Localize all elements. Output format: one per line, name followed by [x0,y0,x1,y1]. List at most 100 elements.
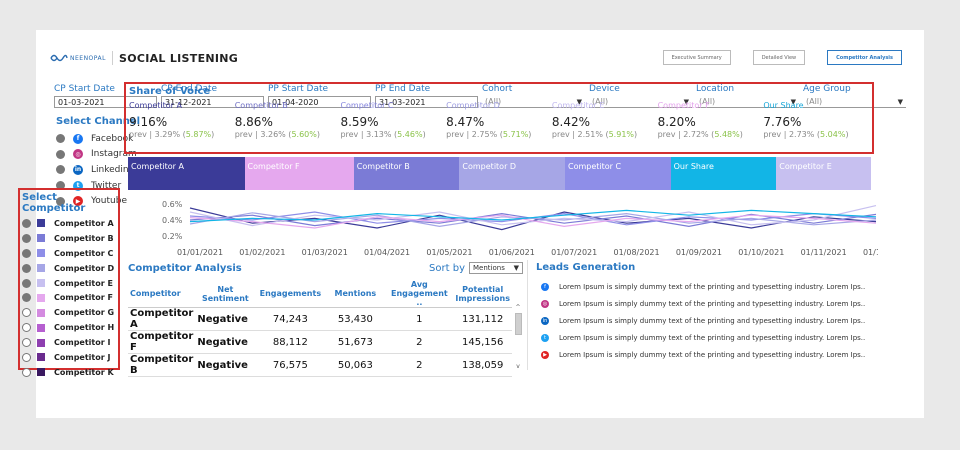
table-row[interactable]: Competitor F Negative 88,112 51,673 2 145,156 [128,330,512,354]
sov-prev: prev | 3.13% (5.46%) [340,130,446,139]
competitor-toggle[interactable] [22,263,31,273]
filter-7: Age Group (All) ▼ [803,84,910,108]
filter-input[interactable]: (All) ▼ [589,96,692,108]
strip-segment[interactable]: Competitor F [244,157,354,190]
x-tick-label: 01/07/2021 [551,248,597,256]
competitor-item[interactable]: Competitor D [22,261,116,276]
filter-input[interactable]: (All) ▼ [696,96,799,108]
filter-input[interactable]: 01-04-2020 [268,96,371,108]
youtube-icon: ▶ [541,350,549,359]
table-row[interactable]: Competitor B Negative 76,575 50,063 2 138,059 [128,353,512,377]
column-header[interactable]: Mentions [325,280,386,308]
filter-input[interactable]: 01-03-2021 [54,96,157,108]
lead-text: Lorem Ipsum is simply dummy text of the … [559,282,866,291]
competitor-toggle[interactable] [22,308,31,318]
competitor-item[interactable]: Competitor A [22,216,116,231]
lead-item[interactable]: ▶ Lorem Ipsum is simply dummy text of the… [536,346,873,363]
x-tick-label: 01/10/2021 [738,248,784,256]
x-tick-label: 01/08/2021 [613,248,659,256]
competitor-item[interactable]: Competitor F [22,290,116,305]
table-scrollbar[interactable]: ^ v [513,304,523,372]
sov-value: 7.76% [763,115,802,129]
competitor-item[interactable]: Competitor E [22,276,116,291]
competitor-toggle[interactable] [22,367,31,377]
table-row[interactable]: Competitor A Negative 74,243 53,430 1 131,112 [128,307,512,331]
channel-item[interactable]: f Facebook [56,131,156,147]
strip-segment[interactable]: Competitor C [565,157,671,190]
competitor-analysis-button[interactable]: Competitor Analysis [827,50,902,65]
sov-prev-text: prev | 2.73% ( [763,130,821,139]
sov-value: 8.59% [340,115,379,129]
radio-selected[interactable] [56,149,65,159]
filter-input[interactable]: 31-03-2021 [375,96,478,108]
executive-summary-button[interactable]: Executive Summary [662,50,731,65]
y-tick-label: 0.2% [162,232,183,241]
detailed-view-button[interactable]: Detailed View [752,50,806,65]
channel-item[interactable]: in Linkedin [56,162,156,178]
column-header[interactable]: Potential Impressions [453,280,512,308]
filter-input[interactable]: (All) ▼ [482,96,585,108]
channel-item[interactable]: ◎ Instagram [56,147,156,163]
radio-selected[interactable] [56,134,65,144]
color-swatch [37,323,45,332]
scroll-up-icon[interactable]: ^ [515,304,521,311]
strip-segment[interactable]: Competitor E [776,157,871,190]
logo: NEENOPAL [50,53,106,63]
competitor-item[interactable]: Competitor C [22,246,116,261]
scroll-down-icon[interactable]: v [516,363,520,370]
instagram-icon: ◎ [73,149,83,160]
sov-prev-text: prev | 2.75% ( [446,130,503,139]
series-line-6[interactable] [189,209,877,223]
strip-segment[interactable]: Competitor B [353,157,460,190]
column-header[interactable]: Engagements [255,280,326,308]
radio-selected[interactable] [56,165,65,175]
filter-input[interactable]: 31-12-2021 [161,96,264,108]
scroll-thumb[interactable] [514,313,522,335]
competitor-item[interactable]: Competitor K [22,365,116,380]
sort-value: Mentions [473,264,505,272]
strip-segment[interactable]: Our Share [670,157,777,190]
lead-item[interactable]: f Lorem Ipsum is simply dummy text of the… [536,278,873,295]
filter-2: PP Start Date 01-04-2020 [268,84,375,108]
sort-select[interactable]: Mentions ▼ [469,262,523,274]
filter-6: Location (All) ▼ [696,84,803,108]
table-cell: Negative [195,307,256,331]
competitor-item[interactable]: Competitor J [22,350,116,365]
competitor-toggle[interactable] [22,293,31,303]
radio-selected[interactable] [56,196,65,206]
filter-input[interactable]: (All) ▼ [803,96,906,108]
competitor-item[interactable]: Competitor I [22,335,116,350]
competitor-label: Competitor H [54,323,115,333]
strip-segment[interactable]: Competitor D [459,157,566,190]
competitor-toggle[interactable] [22,233,31,243]
filter-label: Cohort [482,84,513,94]
competitor-item[interactable]: Competitor G [22,305,116,320]
strip-segment[interactable]: Competitor A [128,157,245,190]
column-header[interactable]: Avg Engagement .. [385,280,454,308]
competitor-toggle[interactable] [22,323,31,333]
series-line-4[interactable] [189,205,877,227]
competitor-item[interactable]: Competitor B [22,231,116,246]
column-header[interactable]: Competitor [128,280,196,308]
competitor-item[interactable]: Competitor H [22,320,116,335]
competitor-toggle[interactable] [22,248,31,258]
x-tick-label: 01/11/2021 [801,248,847,256]
lead-item[interactable]: in Lorem Ipsum is simply dummy text of th… [536,312,873,329]
competitor-toggle[interactable] [22,352,31,362]
channel-item[interactable]: t Twitter [56,178,156,194]
color-swatch [37,279,45,287]
competitor-toggle[interactable] [22,278,31,288]
column-header[interactable]: Net Sentiment [195,280,256,308]
competitor-toggle[interactable] [22,218,31,228]
channel-item[interactable]: ▶ Youtube [56,193,156,209]
sov-name: Competitor E [551,101,605,110]
table-cell: Competitor B [128,353,196,377]
lead-item[interactable]: ◎ Lorem Ipsum is simply dummy text of the… [536,295,873,312]
competitor-toggle[interactable] [22,338,31,348]
lead-item[interactable]: t Lorem Ipsum is simply dummy text of the… [536,329,873,346]
table-cell: Negative [195,353,256,377]
filter-value: 01-04-2020 [272,97,319,107]
linkedin-icon: in [73,164,83,175]
series-line-5[interactable] [189,214,877,229]
radio-selected[interactable] [56,181,65,191]
